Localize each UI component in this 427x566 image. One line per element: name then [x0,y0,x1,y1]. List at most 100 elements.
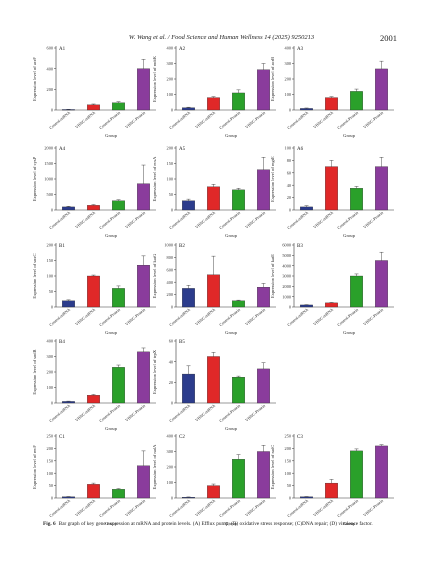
x-axis-label: Group [343,330,355,335]
x-tick-label: VBNC-Protein [362,498,384,518]
bar-b2-1 [207,274,220,308]
y-tick-label: 60 [169,339,173,344]
chart-panel-a6: 0 20 40 60 80 100 A6 Expression level of mgtE Co… [270,146,394,238]
y-axis-label: Expression level of cysP [32,156,37,201]
x-tick-label: VBNC-mRNA [74,210,96,230]
x-tick-label: VBNC-Protein [362,110,384,130]
y-tick-label: 0 [289,496,291,501]
y-axis-label: Expression level of mdtK [152,55,157,102]
y-tick-label: 400 [285,46,291,51]
x-axis-label: Group [225,521,237,526]
panel-label: B5 [179,340,185,345]
x-tick-label: VBNC-mRNA [74,498,96,518]
y-axis-label: Expression level of ecsA [152,156,157,202]
bar-b3-3 [375,260,388,308]
y-tick-label: 250 [47,434,53,439]
x-tick-label: VBNC-Protein [244,498,266,518]
bar-b4-0 [62,401,75,404]
y-tick-label: 150 [285,458,291,463]
y-axis-label: Expression level of recF [32,445,37,489]
x-tick-label: Control-Protein [98,498,121,518]
bar-a6-0 [300,206,313,211]
x-axis-label: Group [105,521,117,526]
y-tick-label: 600 [167,267,173,272]
chart-panel-a1: 0 200 400 600 A1 Expression level of acrF Cont… [32,46,156,138]
panel-label: A1 [59,47,66,52]
x-tick-label: Control-mRNA [168,110,191,130]
panel-label: B4 [59,340,65,345]
bar-c3-2 [350,450,363,499]
bar-c3-1 [325,482,338,499]
y-tick-label: 1000 [44,177,53,182]
bar-a6-2 [350,188,363,211]
chart-panel-b2: 0 200 400 600 800 1000 B2 Expression level of k… [152,243,276,335]
bar-b2-0 [182,288,195,308]
x-tick-label: VBNC-Protein [124,403,146,423]
bar-b3-1 [325,302,338,308]
bar-b1-1 [87,275,100,308]
y-tick-label: 100 [285,92,291,97]
bar-b3-0 [300,304,313,308]
y-tick-label: 3000 [282,274,291,279]
y-axis-label: Expression level of trpX [152,349,157,394]
bar-b5-1 [207,356,220,404]
y-tick-label: 2000 [282,284,291,289]
bar-a4-3 [137,183,150,211]
y-tick-label: 50 [49,483,53,488]
journal-reference: W. Wang et al. / Food Science and Human … [128,34,315,41]
x-axis-label: Group [225,133,237,138]
bar-b3-2 [350,275,363,308]
panel-label: B3 [297,244,303,249]
x-tick-label: VBNC-mRNA [74,110,96,130]
bar-a2-1 [207,97,220,111]
x-tick-label: Control-mRNA [168,498,191,518]
chart-panel-b3: 0 1000 2000 3000 4000 5000 6000 B3 Expression le… [270,243,394,335]
chart-panel-b1: 0 50 100 150 200 B1 Expression level of soxC Co… [32,243,156,335]
bar-c1-3 [137,465,150,499]
y-tick-label: 300 [285,61,291,66]
y-tick-label: 100 [167,480,173,485]
bar-a1-0 [62,109,75,111]
panel-label: A3 [297,47,304,52]
bar-a3-1 [325,97,338,111]
panel-label: A2 [179,47,186,52]
y-tick-label: 200 [285,77,291,82]
panel-label: B2 [179,244,185,249]
x-tick-label: Control-Protein [336,307,359,327]
y-tick-label: 100 [285,471,291,476]
y-axis-label: Expression level of radA [152,444,157,490]
bar-a3-3 [375,68,388,111]
bar-a4-0 [62,206,75,211]
x-tick-label: Control-mRNA [168,210,191,230]
x-tick-label: VBNC-mRNA [312,110,334,130]
y-tick-label: 100 [285,146,291,151]
chart-panel-c1: 0 50 100 150 200 250 C1 Expression level of rec… [32,434,156,526]
bar-b5-2 [232,377,245,404]
x-tick-label: Control-Protein [98,110,121,130]
x-tick-label: Control-Protein [98,210,121,230]
bar-b1-3 [137,264,150,308]
bar-a2-2 [232,92,245,111]
x-tick-label: VBNC-mRNA [194,403,216,423]
y-tick-label: 100 [47,385,53,390]
x-tick-label: Control-mRNA [286,307,309,327]
x-axis-label: Group [105,426,117,431]
y-tick-label: 0 [171,401,173,406]
y-tick-label: 0 [171,108,173,113]
panel-label: A5 [179,147,186,152]
x-tick-label: VBNC-Protein [124,307,146,327]
bar-a1-1 [87,104,100,111]
bar-a4-2 [112,200,125,211]
y-tick-label: 0 [51,305,53,310]
bar-a3-0 [300,108,313,111]
y-tick-label: 4000 [282,263,291,268]
y-tick-label: 0 [171,305,173,310]
y-tick-label: 400 [167,434,173,439]
y-tick-label: 2000 [44,146,53,151]
x-axis-label: Group [105,233,117,238]
x-tick-label: VBNC-mRNA [312,307,334,327]
x-axis-label: Group [343,133,355,138]
y-tick-label: 0 [289,305,291,310]
y-tick-label: 200 [285,446,291,451]
figure-label: Fig. 6 [43,521,56,527]
